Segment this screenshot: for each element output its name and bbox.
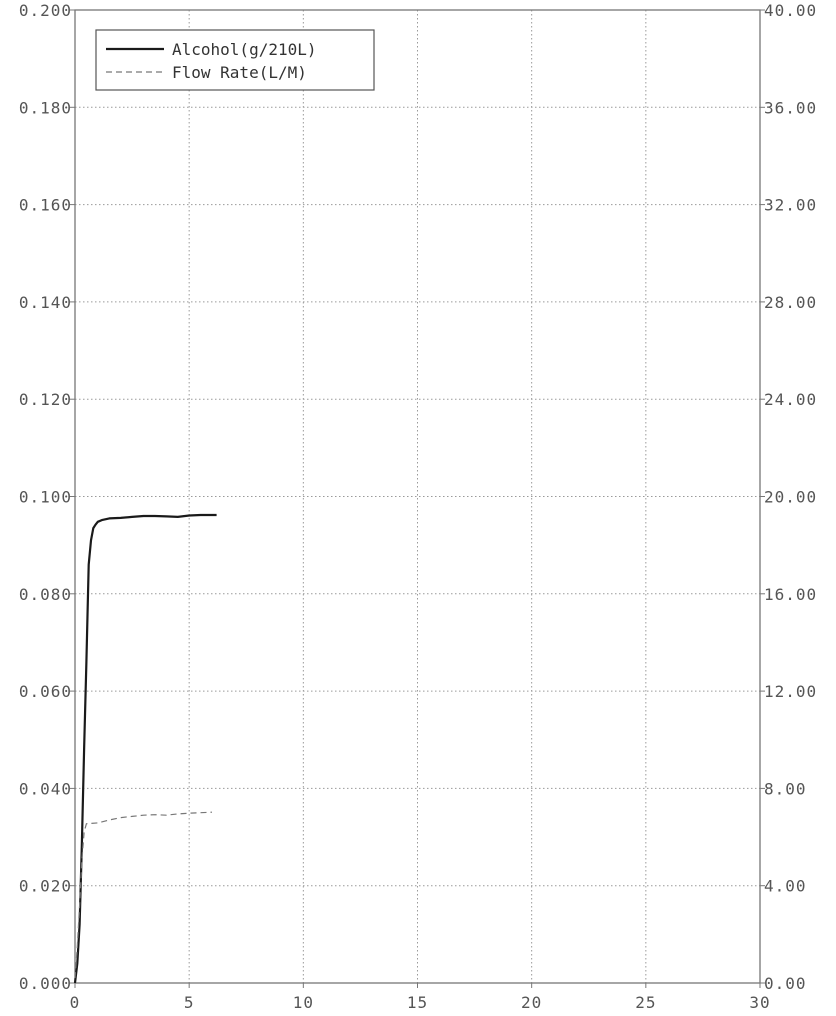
y2-tick-label: 32.00: [764, 196, 817, 215]
x-tick-label: 30: [749, 993, 770, 1012]
y2-tick-label: 0.00: [764, 974, 807, 993]
y2-tick-label: 40.00: [764, 1, 817, 20]
y-tick-label: 0.080: [19, 585, 72, 604]
y-tick-label: 0.060: [19, 682, 72, 701]
x-tick-label: 20: [521, 993, 542, 1012]
y-tick-label: 0.120: [19, 390, 72, 409]
x-tick-label: 5: [184, 993, 195, 1012]
y-tick-label: 0.180: [19, 98, 72, 117]
y2-tick-label: 12.00: [764, 682, 817, 701]
y-tick-label: 0.100: [19, 488, 72, 507]
y-tick-label: 0.000: [19, 974, 72, 993]
legend-label-alcohol: Alcohol(g/210L): [172, 40, 317, 59]
y2-tick-label: 8.00: [764, 779, 807, 798]
legend: Alcohol(g/210L) Flow Rate(L/M): [95, 29, 375, 91]
x-tick-label: 10: [293, 993, 314, 1012]
x-tick-label: 0: [70, 993, 81, 1012]
legend-box: [95, 29, 375, 91]
x-tick-label: 15: [407, 993, 428, 1012]
y-tick-label: 0.200: [19, 1, 72, 20]
series-line-alcohol: [73, 513, 217, 984]
y-tick-label: 0.020: [19, 877, 72, 896]
y-tick-label: 0.040: [19, 779, 72, 798]
grid-layer: [75, 10, 760, 983]
y2-tick-label: 20.00: [764, 488, 817, 507]
series-line-flow-rate: [74, 811, 213, 979]
y2-tick-label: 16.00: [764, 585, 817, 604]
y-tick-label: 0.160: [19, 196, 72, 215]
y2-tick-label: 36.00: [764, 98, 817, 117]
plot-frame: [74, 9, 761, 984]
tick-layer: 0 5 10 15 20 25 30 0.000 0.020 0.040 0.060 0.080 0.1…: [19, 1, 817, 1012]
y2-tick-label: 28.00: [764, 293, 817, 312]
x-tick-label: 25: [635, 993, 656, 1012]
y2-tick-label: 4.00: [764, 877, 807, 896]
legend-label-flow-rate: Flow Rate(L/M): [172, 63, 307, 82]
y2-tick-label: 24.00: [764, 390, 817, 409]
series-layer: [73, 513, 217, 984]
y-tick-label: 0.140: [19, 293, 72, 312]
